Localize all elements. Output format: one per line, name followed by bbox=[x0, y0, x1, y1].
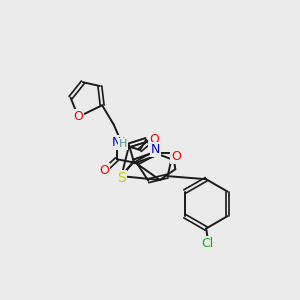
Text: O: O bbox=[171, 150, 181, 164]
Text: O: O bbox=[74, 110, 83, 123]
Text: O: O bbox=[149, 134, 159, 146]
Text: N: N bbox=[151, 143, 160, 156]
Text: Cl: Cl bbox=[202, 237, 214, 250]
Text: H: H bbox=[117, 137, 126, 147]
Text: N: N bbox=[111, 136, 120, 149]
Text: N: N bbox=[112, 136, 122, 149]
Text: H: H bbox=[119, 139, 127, 149]
Text: S: S bbox=[117, 171, 126, 185]
Text: O: O bbox=[99, 164, 109, 177]
